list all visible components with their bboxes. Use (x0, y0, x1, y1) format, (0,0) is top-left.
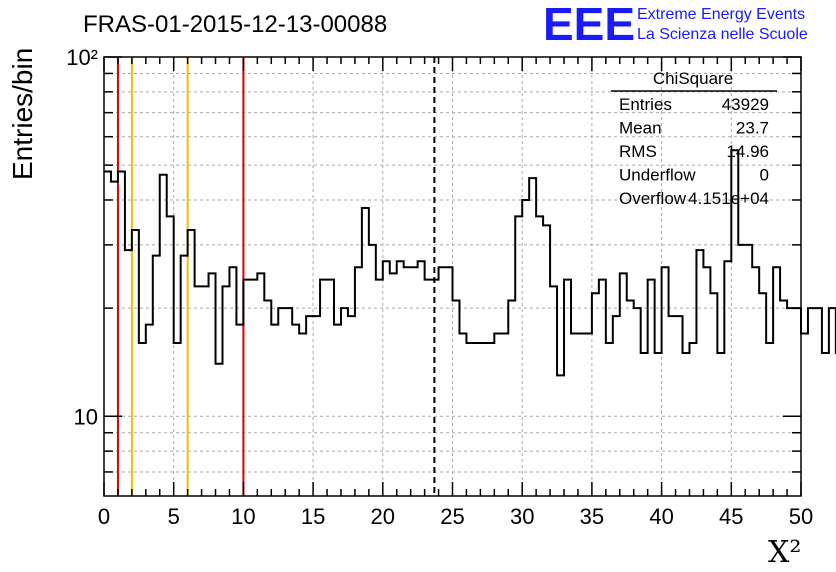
stats-box: ChiSquare Entries 43929 Mean 23.7 RMS 14.96 Un… (611, 69, 777, 208)
eee-logo-line1: Extreme Energy Events (637, 6, 805, 23)
reference-lines (116, 57, 436, 496)
stats-rows: Entries 43929 Mean 23.7 RMS 14.96 Underflow 0 Ov… (619, 95, 769, 208)
x-tick-label: 10 (231, 504, 255, 529)
x-axis-label: X² (768, 535, 801, 570)
x-tick-label: 35 (580, 504, 604, 529)
x-tick-label: 15 (301, 504, 325, 529)
y-tick-label: 10 (74, 404, 98, 429)
y-tick-labels: 10 10² (66, 45, 98, 429)
x-tick-label: 25 (440, 504, 464, 529)
stats-label: Entries (619, 95, 672, 114)
x-tick-label: 0 (98, 504, 110, 529)
grid-lines (104, 57, 801, 496)
stats-label: Overflow (619, 189, 687, 208)
x-tick-label: 5 (168, 504, 180, 529)
stats-label: Underflow (619, 166, 696, 185)
eee-logo-line2: La Scienza nelle Scuole (637, 26, 808, 43)
stats-value: 23.7 (736, 119, 769, 138)
stats-label: Mean (619, 119, 662, 138)
x-tick-labels: 0 5 10 15 20 25 30 35 40 45 50 (98, 504, 813, 529)
y-axis-label: Entries/bin (7, 48, 38, 180)
x-tick-label: 45 (719, 504, 743, 529)
eee-logo-mark: EEE (543, 0, 635, 50)
stats-label: RMS (619, 142, 657, 161)
y-tick-label: 10² (66, 45, 98, 70)
axis-ticks (103, 56, 802, 496)
histogram-series (104, 149, 836, 377)
stats-value: 14.96 (726, 142, 769, 161)
x-tick-label: 30 (510, 504, 534, 529)
x-tick-label: 40 (649, 504, 673, 529)
stats-title: ChiSquare (653, 69, 733, 88)
x-tick-label: 20 (371, 504, 395, 529)
chart-title: FRAS-01-2015-12-13-00088 (83, 11, 387, 38)
stats-value: 4.151e+04 (688, 189, 769, 208)
x-tick-label: 50 (789, 504, 813, 529)
stats-value: 0 (760, 166, 769, 185)
stats-value: 43929 (722, 95, 769, 114)
